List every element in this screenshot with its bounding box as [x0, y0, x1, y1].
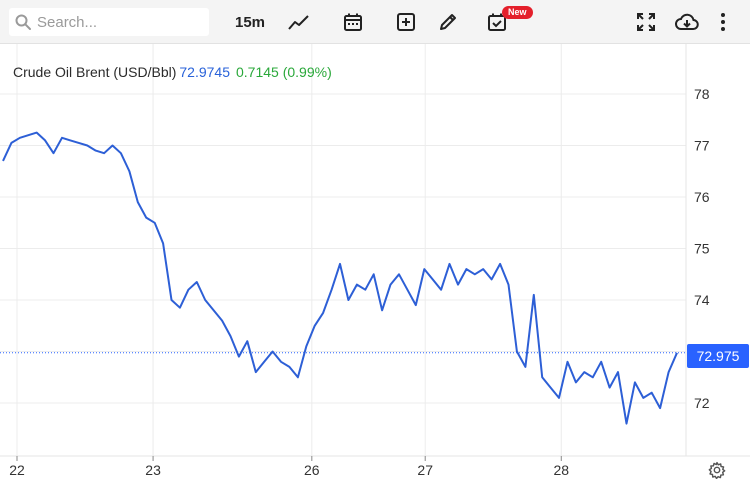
legend-price: 72.9745	[179, 64, 230, 80]
y-tick-label: 74	[694, 292, 710, 308]
legend-change: 0.7145 (0.99%)	[236, 64, 332, 80]
interval-button[interactable]: 15m	[234, 13, 266, 31]
calendar-check-icon	[488, 13, 506, 31]
download-button[interactable]	[673, 9, 701, 35]
y-axis: 72737475767778	[694, 86, 710, 411]
line-chart-icon	[288, 15, 309, 30]
x-tick-label: 26	[304, 462, 320, 478]
chart-type-button[interactable]	[286, 9, 312, 35]
date-range-button[interactable]	[340, 9, 366, 35]
chart-legend: Crude Oil Brent (USD/Bbl) 72.9745 0.7145 (…	[13, 64, 332, 80]
pencil-icon	[440, 14, 456, 30]
calendar-icon	[344, 13, 362, 31]
events-button[interactable]	[484, 9, 510, 35]
y-tick-label: 75	[694, 241, 710, 257]
x-tick-label: 28	[553, 462, 569, 478]
more-vertical-icon	[721, 13, 725, 31]
y-tick-label: 78	[694, 86, 710, 102]
search-box[interactable]	[9, 8, 209, 36]
x-tick-label: 27	[417, 462, 433, 478]
draw-button[interactable]	[435, 9, 461, 35]
new-badge: New	[502, 6, 533, 19]
search-icon	[15, 14, 31, 30]
settings-gear-icon[interactable]	[708, 461, 726, 479]
x-axis: 22 23 26 27 28	[9, 456, 569, 478]
x-tick-label: 23	[145, 462, 161, 478]
add-indicator-button[interactable]	[393, 9, 419, 35]
y-tick-label: 72	[694, 395, 710, 411]
instrument-name: Crude Oil Brent (USD/Bbl)	[13, 64, 177, 80]
add-icon	[397, 13, 415, 31]
series-line-brent	[2, 131, 678, 425]
x-tick-label: 22	[9, 462, 25, 478]
toolbar: 15m New	[0, 0, 750, 44]
y-tick-label: 77	[694, 138, 710, 154]
fullscreen-button[interactable]	[633, 9, 659, 35]
cloud-download-icon	[675, 13, 699, 30]
grid	[0, 44, 686, 456]
fullscreen-icon	[637, 13, 655, 31]
last-price-tag: 72.975	[687, 344, 749, 368]
more-button[interactable]	[714, 9, 732, 35]
y-tick-label: 76	[694, 189, 710, 205]
search-input[interactable]	[37, 12, 202, 32]
